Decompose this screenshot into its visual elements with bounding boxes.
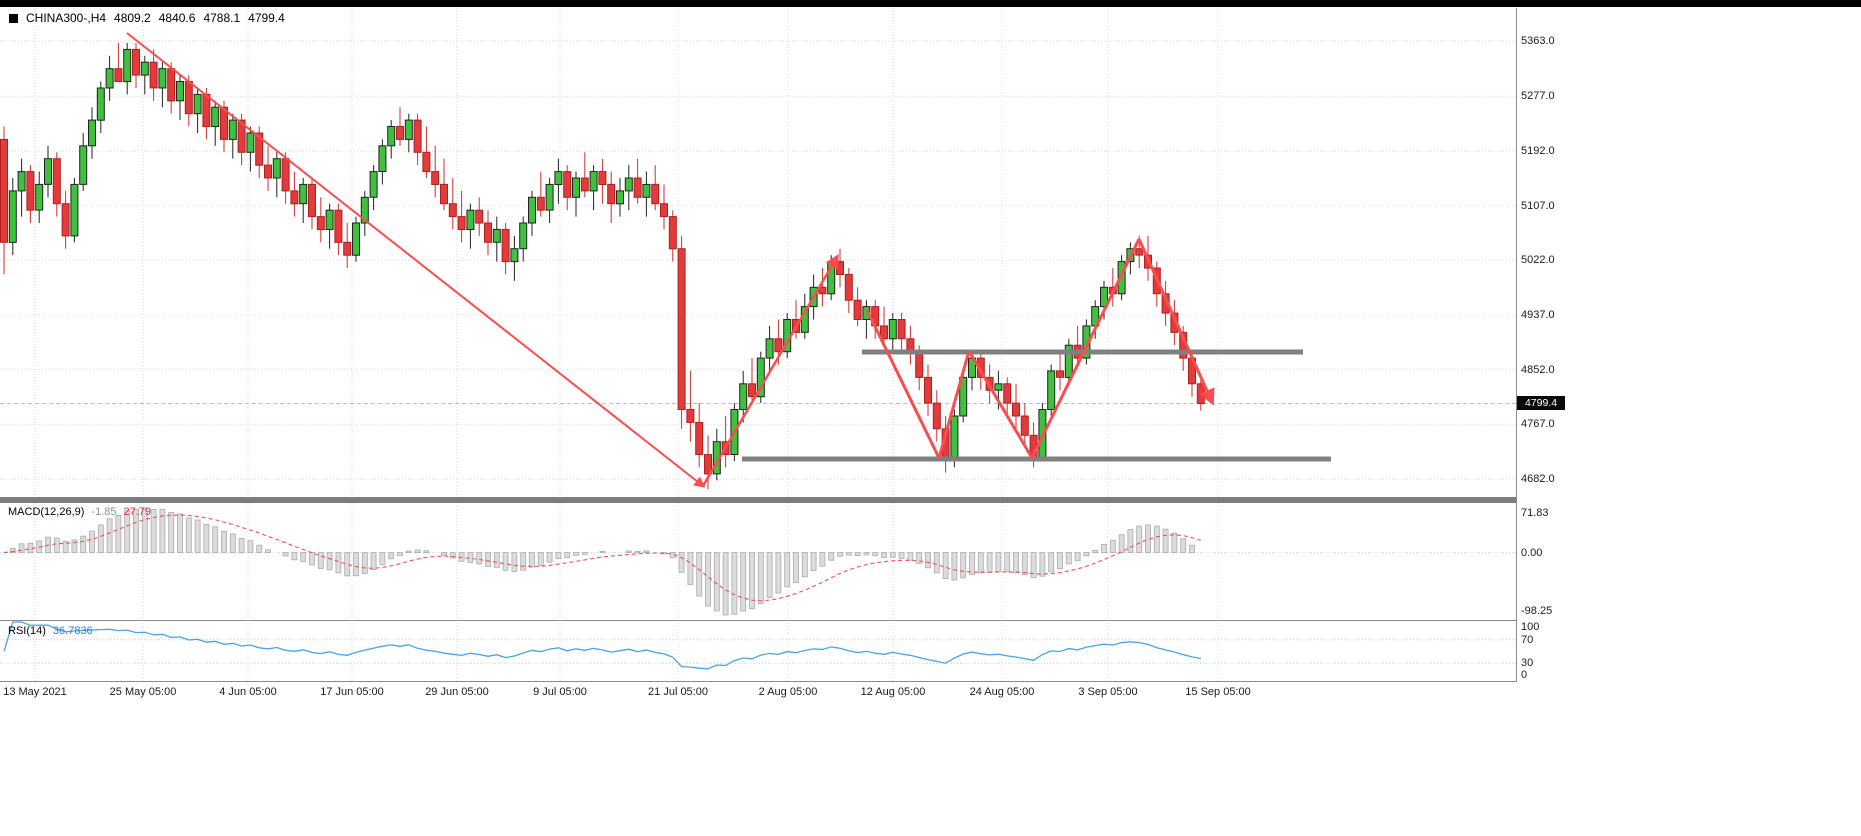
macd-signal-line: [3, 514, 1201, 602]
macd-signal-value: 27.79: [123, 506, 152, 518]
time-axis-label: 24 Aug 05:00: [969, 686, 1035, 698]
time-axis-label: 17 Jun 05:00: [320, 686, 384, 698]
time-axis-label: 21 Jul 05:00: [648, 686, 708, 698]
rsi-levels: [0, 639, 1516, 664]
macd-axis-label: 71.83: [1521, 507, 1549, 519]
separator-main-macd[interactable]: [0, 497, 1516, 503]
quote-high: 4840.6: [158, 11, 196, 25]
trend-arrow[interactable]: [1030, 238, 1141, 459]
rsi-indicator-label: RSI(14) 36.7836: [8, 625, 93, 637]
trend-arrow[interactable]: [1137, 238, 1215, 406]
window-top-edge: [0, 0, 1861, 7]
price-axis-label: 5277.0: [1521, 90, 1555, 103]
current-price-tag: 4799.4: [1517, 396, 1565, 411]
symbol-quote-row: CHINA300-,H4 4809.2 4840.6 4788.1 4799.4: [9, 11, 285, 25]
rsi-value: 36.7836: [52, 625, 93, 637]
quote-low: 4788.1: [203, 11, 241, 25]
symbol-icon: [9, 13, 18, 23]
price-axis-label: 4937.0: [1521, 308, 1555, 321]
rsi-name: RSI(14): [8, 625, 46, 637]
time-axis-label: 3 Sep 05:00: [1078, 686, 1138, 698]
time-axis-label: 4 Jun 05:00: [219, 686, 277, 698]
quote-open: 4809.2: [114, 11, 151, 25]
rsi-axis-label: 70: [1521, 633, 1534, 646]
price-axis-label: 5022.0: [1521, 254, 1555, 267]
price-axis-label: 4682.0: [1521, 473, 1555, 485]
price-axis-label: 4852.0: [1521, 363, 1555, 376]
macd-axis-label: 0.00: [1521, 546, 1543, 559]
time-axis-label: 25 May 05:00: [109, 686, 177, 698]
macd-histogram: [9, 507, 1195, 616]
trend-arrow[interactable]: [937, 350, 971, 459]
price-axis-label: 5363.0: [1521, 35, 1555, 47]
rsi-line: [3, 621, 1201, 670]
rsi-axis-label: 30: [1521, 657, 1534, 670]
trend-arrow[interactable]: [865, 309, 941, 459]
time-axis-label: 13 May 2021: [3, 686, 67, 698]
macd-axis-label: -98.25: [1521, 605, 1553, 617]
time-axis-border: [0, 681, 1516, 682]
price-axis-label: 5107.0: [1521, 199, 1555, 212]
macd-main-value: -1.85: [91, 506, 117, 518]
separator-macd-rsi[interactable]: [0, 620, 1516, 621]
price-axis-label: 4767.0: [1521, 418, 1555, 431]
time-axis-label: 9 Jul 05:00: [533, 686, 587, 698]
candles: [0, 42, 1205, 490]
current-price-value: 4799.4: [1524, 397, 1558, 410]
macd-indicator-label: MACD(12,26,9) -1.85 27.79: [8, 506, 151, 518]
rsi-axis-label: 100: [1521, 621, 1540, 633]
quote-close: 4799.4: [248, 11, 285, 25]
time-axis[interactable]: 13 May 2021 25 May 05:00 4 Jun 05:00 17 Jun…: [0, 686, 1560, 702]
time-axis-label: 2 Aug 05:00: [758, 686, 818, 698]
time-axis-label: 29 Jun 05:00: [425, 686, 489, 698]
price-axis-label: 5192.0: [1521, 144, 1555, 157]
trend-arrow[interactable]: [967, 350, 1034, 459]
time-axis-label: 12 Aug 05:00: [860, 686, 926, 698]
macd-name: MACD(12,26,9): [8, 506, 85, 518]
rsi-axis-label: 0: [1521, 669, 1528, 681]
trend-arrow[interactable]: [701, 254, 839, 487]
symbol-timeframe-label: CHINA300-,H4: [26, 11, 107, 25]
time-axis-label: 15 Sep 05:00: [1185, 686, 1251, 698]
price-axis-border: [1516, 8, 1517, 682]
trend-arrow[interactable]: [126, 32, 706, 488]
